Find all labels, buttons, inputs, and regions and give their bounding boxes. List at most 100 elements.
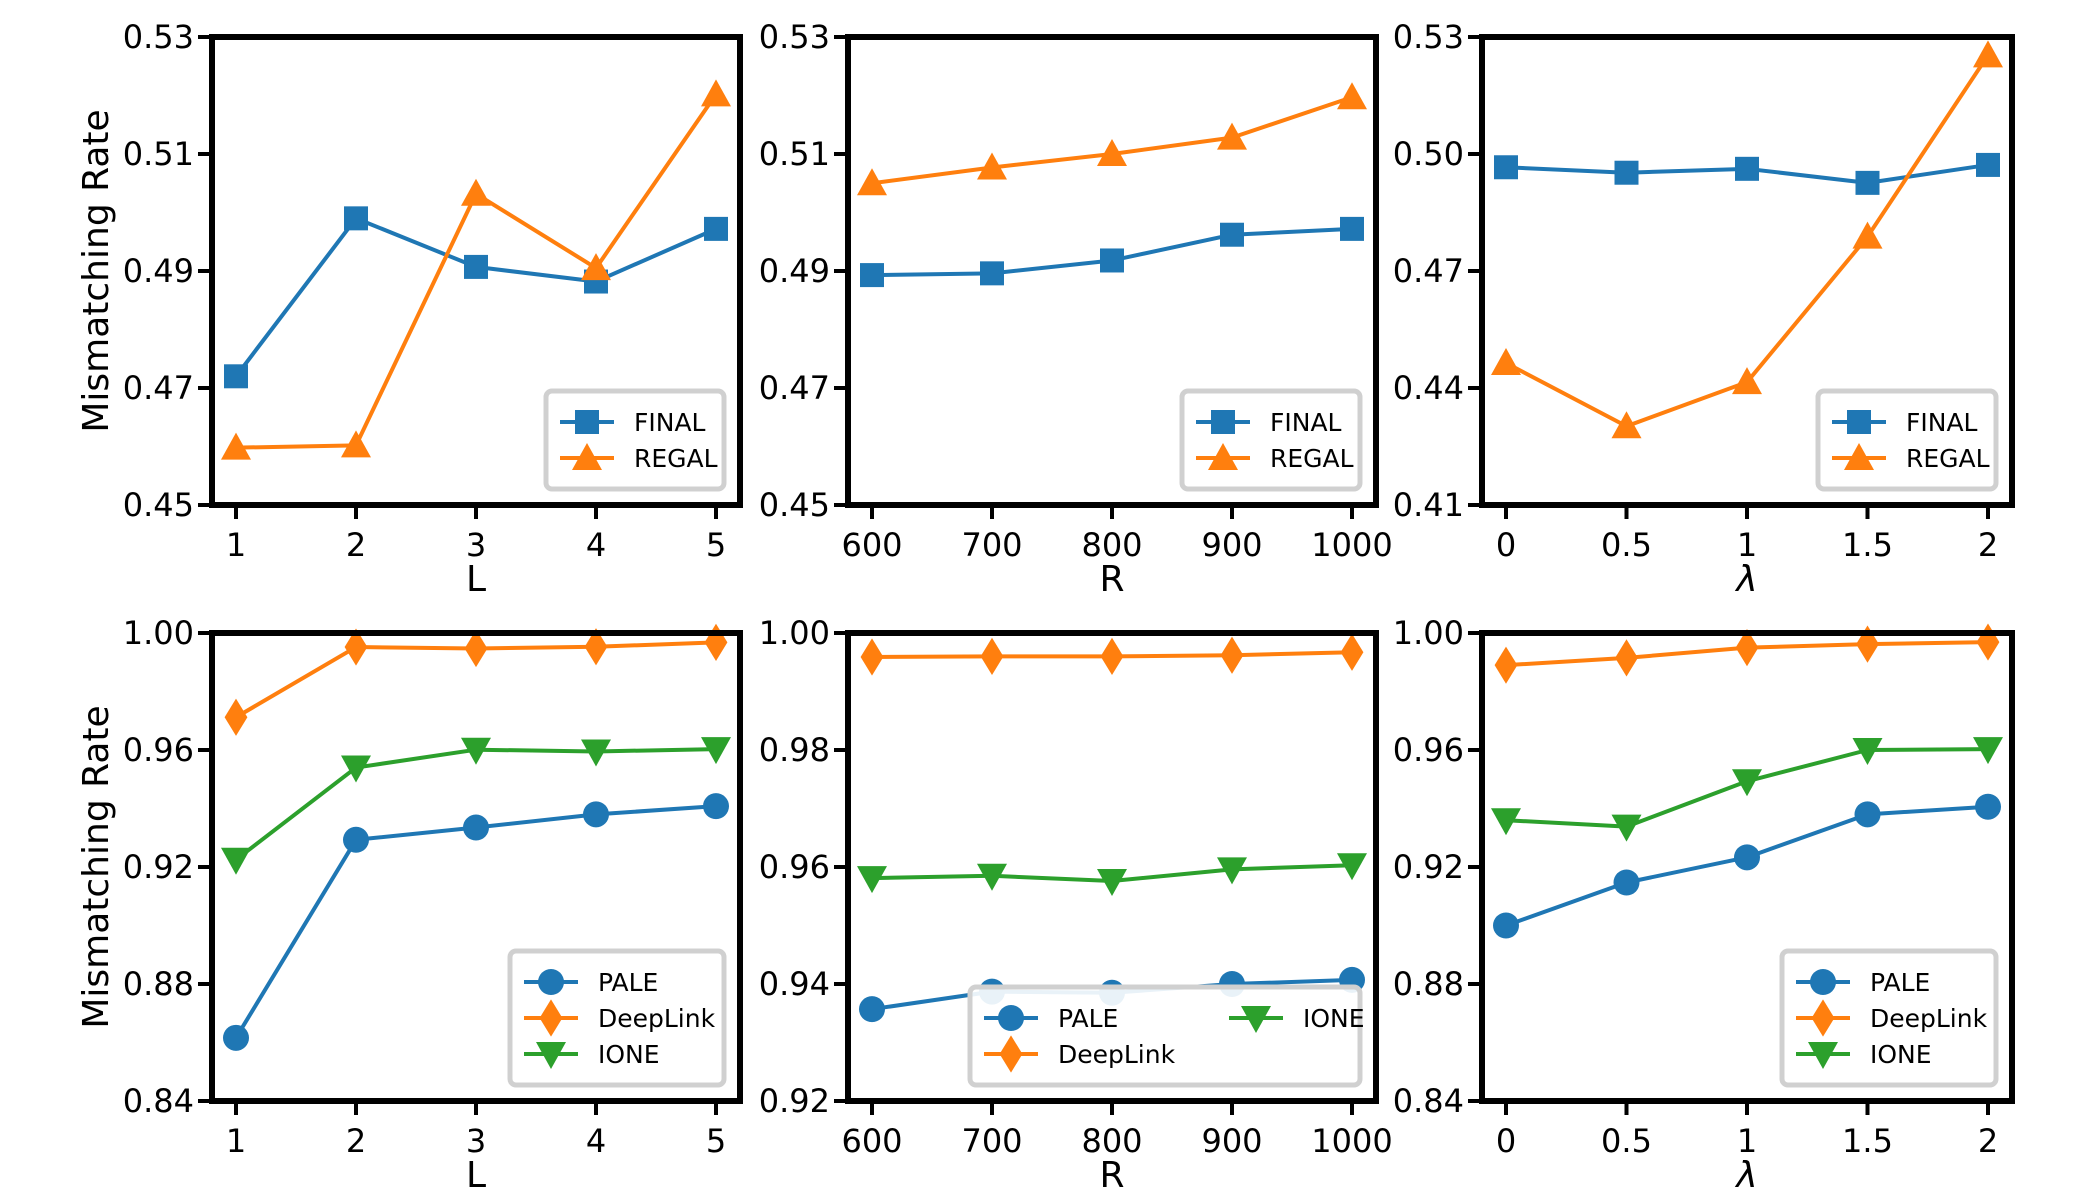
y-tick-label: 0.51: [759, 135, 830, 173]
x-tick-label: 800: [1081, 1122, 1142, 1160]
data-point-deeplink: [980, 637, 1004, 675]
x-tick-label: 5: [706, 526, 726, 564]
legend: FINAL REGAL: [1179, 388, 1363, 492]
legend-marker-pale: [1810, 969, 1836, 995]
x-tick-label: 0: [1496, 526, 1516, 564]
panel-6: 0 0.5 1 1.5 2 0.84 0.88 0.92 0.96 1.00 λ PALE DeepLi…: [1393, 614, 2015, 1196]
data-point-deeplink: [344, 628, 368, 666]
data-point-pale: [343, 826, 369, 853]
data-point-regal: [701, 79, 731, 107]
legend-marker-regal: [1844, 443, 1874, 470]
data-point-final: [1494, 155, 1518, 180]
data-point-pale: [1854, 801, 1881, 828]
y-tick-label: 1.00: [1393, 614, 1464, 652]
legend-marker-final: [575, 410, 599, 434]
data-point-deeplink: [224, 698, 248, 736]
data-point-regal: [1217, 122, 1247, 150]
data-point-deeplink: [1100, 637, 1124, 675]
y-tick-label: 1.00: [123, 614, 194, 652]
legend-label-pale: PALE: [1870, 968, 1930, 997]
data-point-ione: [1217, 857, 1247, 885]
x-axis-label: R: [1099, 1155, 1124, 1196]
data-point-ione: [221, 847, 251, 875]
legend-label-final: FINAL: [634, 408, 706, 437]
data-point-final: [704, 216, 728, 241]
x-tick-label: 600: [841, 1122, 902, 1160]
data-point-final: [1340, 216, 1364, 241]
y-tick-label: 0.50: [1393, 135, 1464, 173]
data-point-deeplink: [860, 638, 884, 676]
legend-marker-pale: [998, 1005, 1024, 1031]
data-point-final: [860, 263, 884, 288]
data-point-deeplink: [1976, 623, 2000, 661]
legend-label-deeplink: DeepLink: [1058, 1040, 1176, 1069]
data-point-regal: [221, 432, 251, 460]
y-tick-label: 0.41: [1393, 486, 1464, 524]
y-tick-label: 0.49: [759, 252, 830, 290]
panel-1: 1 2 3 4 5 0.45 0.47 0.49 0.51 0.53 L Mismatching Ra…: [76, 18, 743, 600]
y-axis-label: Mismatching Rate: [76, 109, 117, 432]
x-tick-label: 1: [1737, 1122, 1757, 1160]
y-tick-label: 0.94: [759, 965, 830, 1003]
data-point-ione: [1611, 814, 1642, 842]
legend: PALE DeepLink IONE: [967, 984, 1365, 1088]
data-point-deeplink: [464, 629, 488, 668]
data-point-final: [464, 254, 488, 279]
data-point-ione: [1337, 853, 1367, 881]
data-point-regal: [1732, 367, 1762, 395]
data-point-ione: [1973, 737, 2003, 765]
x-tick-label: 3: [466, 1122, 486, 1160]
x-tick-label: 1000: [1311, 526, 1392, 564]
legend-marker-ione: [1808, 1042, 1838, 1069]
y-tick-label: 0.92: [123, 848, 194, 886]
y-tick-label: 0.47: [1393, 252, 1464, 290]
y-tick-label: 0.92: [1393, 848, 1464, 886]
legend-box: [967, 984, 1363, 1088]
data-point-ione: [857, 866, 887, 894]
y-tick-label: 0.88: [123, 965, 194, 1003]
y-tick-label: 0.88: [1393, 965, 1464, 1003]
data-point-ione: [1852, 738, 1883, 765]
data-point-ione: [341, 755, 371, 783]
x-tick-label: 2: [346, 1122, 366, 1160]
x-tick-label: 4: [586, 526, 606, 564]
legend-label-ione: IONE: [598, 1040, 660, 1069]
data-point-final: [980, 261, 1004, 286]
data-point-pale: [463, 814, 489, 841]
data-point-regal: [857, 168, 887, 196]
x-tick-label: 1: [226, 1122, 246, 1160]
legend-label-final: FINAL: [1270, 408, 1342, 437]
legend-label-pale: PALE: [598, 968, 658, 997]
data-point-ione: [1732, 769, 1762, 797]
legend-label-regal: REGAL: [1906, 444, 1990, 473]
data-point-regal: [1097, 139, 1127, 166]
legend-marker-ione: [536, 1042, 566, 1069]
data-point-pale: [223, 1024, 249, 1051]
y-tick-label: 0.49: [123, 252, 194, 290]
legend-marker-deeplink: [999, 1035, 1023, 1073]
data-point-regal: [1852, 221, 1883, 249]
data-point-ione: [977, 863, 1007, 891]
x-tick-label: 4: [586, 1122, 606, 1160]
legend-marker-regal: [572, 443, 602, 470]
y-tick-label: 0.45: [759, 486, 830, 524]
y-tick-label: 1.00: [759, 614, 830, 652]
data-point-final: [1614, 160, 1639, 185]
panel-5: 600 700 800 900 1000 0.92 0.94 0.96 0.98 1.00 R PAL…: [759, 614, 1393, 1196]
data-point-final: [344, 206, 368, 231]
legend-box: [543, 388, 727, 492]
x-axis-label: R: [1099, 559, 1124, 600]
data-point-regal: [581, 253, 611, 281]
data-point-regal: [1337, 82, 1367, 110]
x-axis-label: L: [466, 1155, 486, 1196]
x-tick-label: 1000: [1311, 1122, 1392, 1160]
data-point-regal: [1491, 348, 1521, 376]
legend-label-final: FINAL: [1906, 408, 1978, 437]
x-tick-label: 2: [1978, 1122, 1998, 1160]
legend-label-deeplink: DeepLink: [1870, 1004, 1988, 1033]
legend-box: [1179, 388, 1363, 492]
data-point-pale: [1734, 844, 1760, 871]
x-tick-label: 900: [1201, 1122, 1262, 1160]
legend-label-pale: PALE: [1058, 1004, 1118, 1033]
data-point-deeplink: [1494, 646, 1518, 684]
